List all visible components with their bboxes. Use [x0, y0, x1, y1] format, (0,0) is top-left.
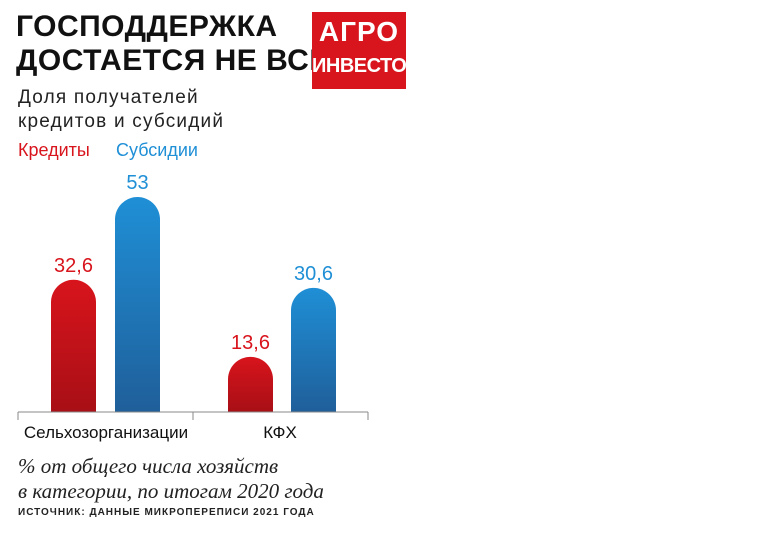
chart-subtitle: Доля получателей кредитов и субсидий [18, 86, 224, 134]
note-line-2: в категории, по итогам 2020 года [18, 479, 324, 503]
note-line-1: % от общего числа хозяйств [18, 454, 279, 478]
legend-subsidies: Субсидии [116, 140, 198, 160]
bar-subsidies-0 [115, 197, 160, 412]
data-label-subsidies-0: 53 [126, 172, 148, 194]
agroinvestor-logo: АГРО ИНВЕСТОР [312, 12, 420, 89]
logo-line-2: ИНВЕСТОР [312, 55, 420, 77]
data-label-credits-1: 13,6 [231, 332, 270, 354]
bar-credits-0 [51, 279, 96, 412]
subtitle-line-2: кредитов и субсидий [18, 111, 225, 132]
data-label-credits-0: 32,6 [54, 255, 93, 277]
logo-line-1: АГРО [318, 16, 400, 47]
legend-credits: Кредиты [18, 140, 90, 160]
chart-title: ГОСПОДДЕРЖКА ДОСТАЕТСЯ НЕ ВСЕМ [16, 10, 355, 78]
chart-note: % от общего числа хозяйств в категории, … [18, 454, 324, 504]
title-line-2: ДОСТАЕТСЯ НЕ ВСЕМ [16, 44, 356, 77]
bar-chart: 32,6 13,6 53 30,6 Сельхозорганизации КФХ [17, 172, 369, 442]
title-line-1: ГОСПОДДЕРЖКА [16, 10, 278, 43]
bar-credits-1 [228, 356, 273, 412]
category-label-1: КФХ [263, 423, 297, 442]
category-label-0: Сельхозорганизации [24, 423, 188, 442]
bar-subsidies-1 [291, 287, 336, 412]
chart-source: ИСТОЧНИК: ДАННЫЕ МИКРОПЕРЕПИСИ 2021 ГОДА [18, 507, 315, 518]
subtitle-line-1: Доля получателей [18, 87, 199, 108]
data-label-subsidies-1: 30,6 [294, 263, 333, 285]
